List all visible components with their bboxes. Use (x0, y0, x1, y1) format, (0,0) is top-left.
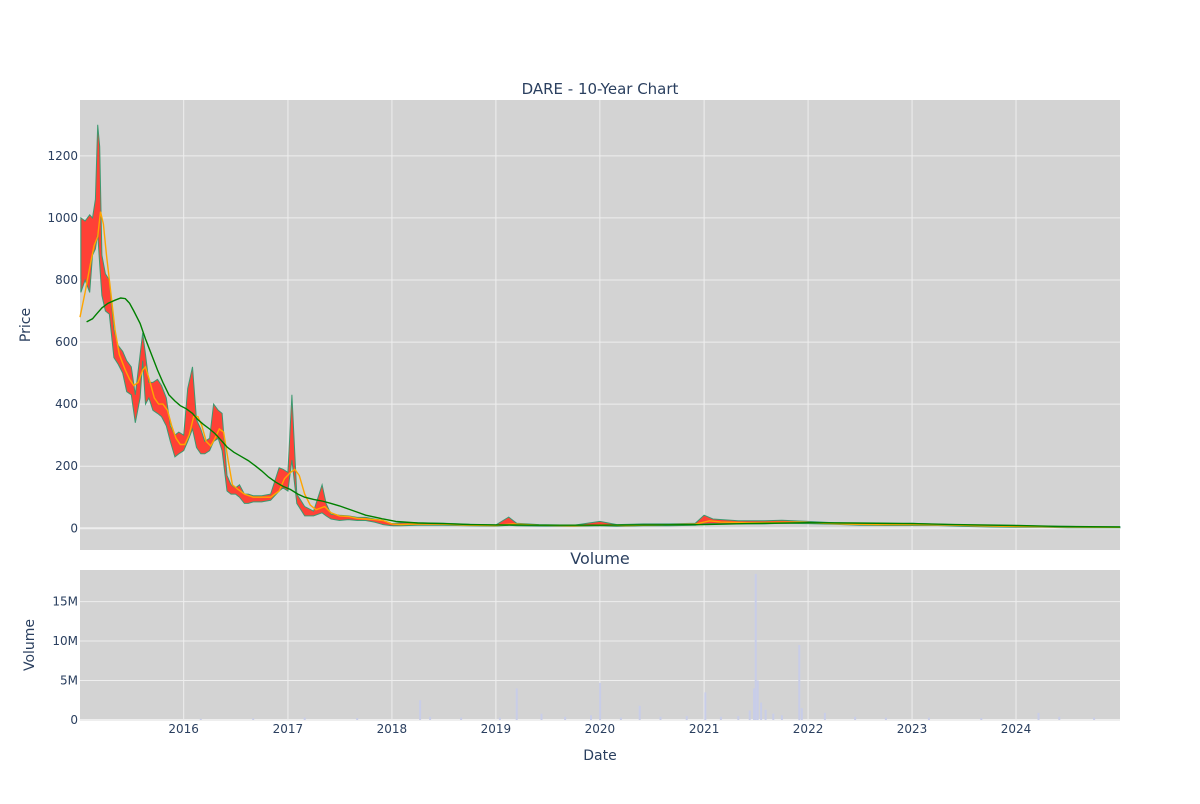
volume-bar (1058, 716, 1061, 720)
x-tick-label: 2023 (897, 722, 928, 736)
price-y-tick-label: 400 (55, 397, 78, 411)
price-y-axis-label: Price (18, 308, 34, 342)
volume-bar (460, 717, 463, 720)
price-y-tick-label: 600 (55, 335, 78, 349)
volume-bar (764, 709, 767, 720)
volume-y-tick-label: 10M (52, 634, 78, 648)
price-candles (80, 124, 1121, 529)
x-tick-label: 2022 (793, 722, 824, 736)
volume-y-tick-labels: 0 5M 10M 15M (52, 595, 78, 727)
price-y-tick-label: 0 (70, 521, 78, 535)
volume-bar (515, 688, 518, 720)
x-tick-label: 2016 (168, 722, 199, 736)
volume-x-tick-labels: 2016 2017 2018 2019 2020 2021 2022 2023 2024 (168, 722, 1031, 736)
volume-bar (980, 718, 983, 720)
volume-bar (659, 716, 662, 720)
volume-bar (800, 708, 803, 720)
volume-bar (498, 717, 501, 720)
price-y-tick-labels: 0 200 400 600 800 1000 1200 (47, 149, 78, 535)
x-axis-label: Date (583, 748, 616, 764)
moving-average-short-line (79, 211, 1121, 528)
volume-bar (356, 718, 359, 720)
volume-y-tick-label: 0 (70, 713, 78, 727)
x-tick-label: 2024 (1001, 722, 1032, 736)
volume-bar (772, 713, 775, 720)
chart-title: DARE - 10-Year Chart (522, 80, 679, 98)
volume-y-tick-label: 15M (52, 595, 78, 609)
x-tick-label: 2018 (377, 722, 408, 736)
volume-subplot-title: Volume (570, 549, 630, 568)
volume-bar (719, 716, 722, 720)
volume-bar (754, 573, 757, 720)
volume-bar (737, 716, 740, 720)
volume-bar (303, 717, 306, 720)
volume-bar (685, 716, 688, 720)
volume-bar (760, 702, 763, 720)
volume-bar (1037, 712, 1040, 720)
x-tick-label: 2017 (273, 722, 304, 736)
volume-bar (756, 680, 759, 720)
x-tick-label: 2021 (689, 722, 720, 736)
volume-bar (748, 710, 751, 720)
volume-bar (884, 717, 887, 720)
volume-bar (823, 712, 826, 720)
volume-bars (199, 573, 1096, 720)
volume-bar (564, 716, 567, 720)
volume-bar (927, 717, 930, 720)
price-y-tick-label: 1000 (47, 211, 78, 225)
volume-bar (199, 718, 202, 720)
volume-bar (780, 715, 783, 720)
volume-bar (429, 716, 432, 720)
volume-bar (1093, 717, 1096, 720)
volume-bar (599, 682, 602, 720)
price-y-tick-label: 1200 (47, 149, 78, 163)
price-y-tick-label: 800 (55, 273, 78, 287)
x-tick-label: 2020 (585, 722, 616, 736)
volume-bar (854, 716, 857, 720)
volume-bar (798, 645, 801, 720)
volume-bar (590, 715, 592, 720)
price-gridlines (80, 100, 1120, 550)
volume-bar (638, 705, 641, 720)
volume-y-axis-label: Volume (22, 619, 38, 671)
volume-bar (704, 692, 707, 720)
volume-bar (619, 717, 622, 720)
x-tick-label: 2019 (481, 722, 512, 736)
moving-average-long-line (86, 297, 1121, 528)
volume-bar (540, 713, 543, 720)
volume-y-tick-label: 5M (60, 674, 78, 688)
price-y-tick-label: 200 (55, 459, 78, 473)
volume-bar (419, 700, 422, 720)
volume-bar (753, 688, 755, 720)
volume-bar (252, 718, 255, 720)
